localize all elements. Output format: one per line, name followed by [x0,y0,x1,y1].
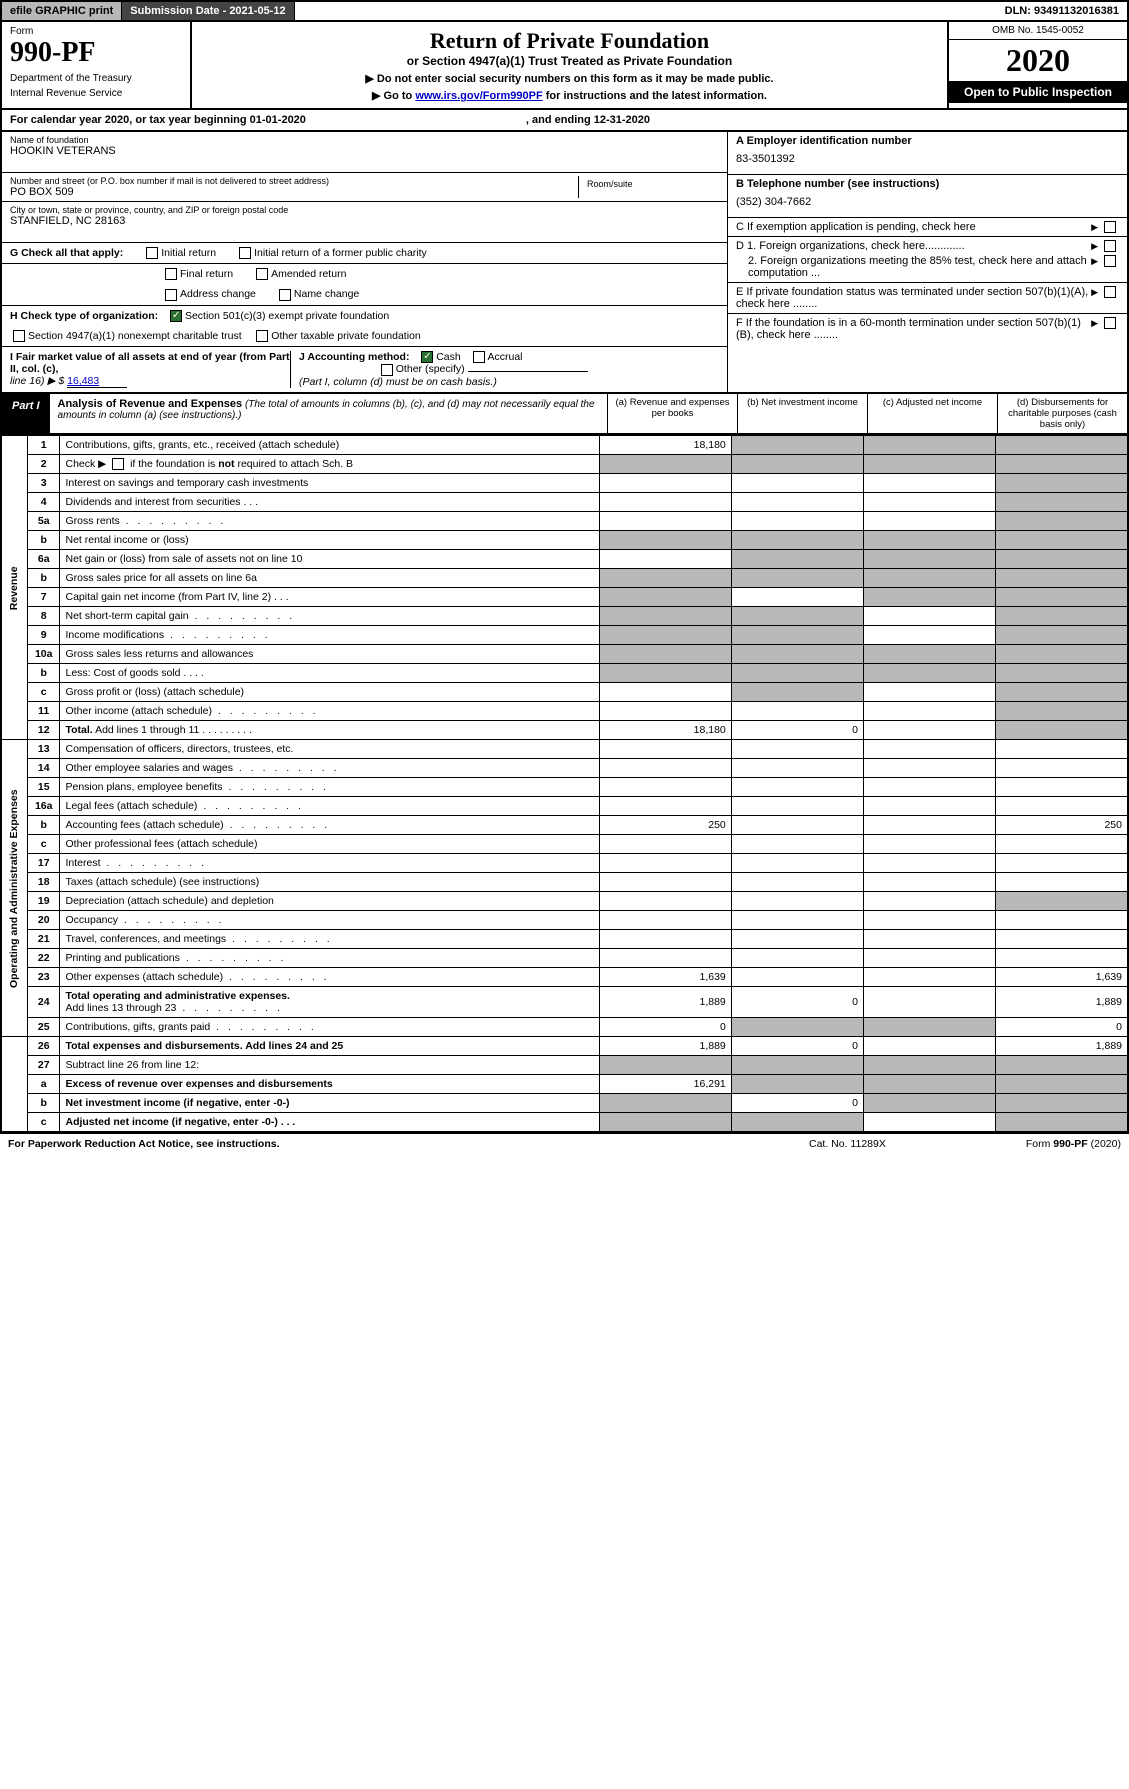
e-terminated: E If private foundation status was termi… [736,286,1091,310]
efile-label[interactable]: efile GRAPHIC print [2,2,122,20]
other-method-checkbox[interactable] [381,364,393,376]
revenue-side-label: Revenue [1,436,27,740]
form-number: 990-PF [10,37,182,69]
paperwork-notice: For Paperwork Reduction Act Notice, see … [8,1138,280,1150]
instructions-link-row: ▶ Go to www.irs.gov/Form990PF for instru… [198,89,941,102]
dln: DLN: 93491132016381 [997,2,1127,20]
accrual-checkbox[interactable] [473,351,485,363]
room-label: Room/suite [587,179,711,189]
d1-foreign: D 1. Foreign organizations, check here..… [736,240,1091,252]
d1-checkbox[interactable] [1104,240,1116,252]
form-header: Form 990-PF Department of the Treasury I… [0,22,1129,110]
h-row: H Check type of organization: Section 50… [2,306,727,326]
initial-public-checkbox[interactable] [239,247,251,259]
col-d-header: (d) Disbursements for charitable purpose… [997,394,1127,433]
ssn-warning: ▶ Do not enter social security numbers o… [198,72,941,85]
city-label: City or town, state or province, country… [10,205,719,215]
sch-b-checkbox[interactable] [112,458,124,470]
address-change-checkbox[interactable] [165,289,177,301]
omb-number: OMB No. 1545-0052 [949,22,1127,40]
d2-85pct: 2. Foreign organizations meeting the 85%… [748,255,1091,279]
instructions-link[interactable]: www.irs.gov/Form990PF [415,90,542,102]
fmv-value[interactable]: 16,483 [67,375,127,388]
expenses-side-label: Operating and Administrative Expenses [1,740,27,1037]
final-return-checkbox[interactable] [165,268,177,280]
form-subtitle: or Section 4947(a)(1) Trust Treated as P… [198,54,941,68]
irs-label: Internal Revenue Service [10,88,182,99]
foundation-name: HOOKIN VETERANS [10,145,719,157]
col-c-header: (c) Adjusted net income [867,394,997,433]
part-1-header: Part I Analysis of Revenue and Expenses … [0,394,1129,435]
part-1-label: Part I [2,394,50,433]
name-change-checkbox[interactable] [279,289,291,301]
calendar-year-row: For calendar year 2020, or tax year begi… [0,110,1129,132]
form-title: Return of Private Foundation [198,28,941,54]
e-checkbox[interactable] [1104,286,1116,298]
page-footer: For Paperwork Reduction Act Notice, see … [0,1133,1129,1154]
ein-value: 83-3501392 [736,147,1119,171]
revenue-expense-table: Revenue 1Contributions, gifts, grants, e… [0,435,1129,1133]
c-checkbox[interactable] [1104,221,1116,233]
cash-checkbox[interactable] [421,351,433,363]
dept-treasury: Department of the Treasury [10,73,182,84]
501c3-checkbox[interactable] [170,310,182,322]
name-label: Name of foundation [10,135,719,145]
amended-return-checkbox[interactable] [256,268,268,280]
initial-return-checkbox[interactable] [146,247,158,259]
f-checkbox[interactable] [1104,317,1116,329]
ein-label: A Employer identification number [736,135,912,147]
d2-checkbox[interactable] [1104,255,1116,267]
tax-year: 2020 [949,40,1127,81]
submission-date: Submission Date - 2021-05-12 [122,2,294,20]
g-row: G Check all that apply: Initial return I… [2,243,727,264]
org-info-block: Name of foundationHOOKIN VETERANS Number… [0,132,1129,394]
city-state-zip: STANFIELD, NC 28163 [10,215,719,227]
public-inspection: Open to Public Inspection [949,81,1127,103]
cash-basis-note: (Part I, column (d) must be on cash basi… [299,376,497,388]
f-60month: F If the foundation is in a 60-month ter… [736,317,1091,341]
street-address: PO BOX 509 [10,186,578,198]
form-word: Form [10,26,182,37]
top-bar: efile GRAPHIC print Submission Date - 20… [0,0,1129,22]
catalog-number: Cat. No. 11289X [809,1138,886,1150]
c-pending: C If exemption application is pending, c… [736,221,1091,233]
other-taxable-checkbox[interactable] [256,330,268,342]
4947-checkbox[interactable] [13,330,25,342]
phone-label: B Telephone number (see instructions) [736,178,939,190]
addr-label: Number and street (or P.O. box number if… [10,176,578,186]
i-label: I Fair market value of all assets at end… [10,351,290,375]
col-a-header: (a) Revenue and expenses per books [607,394,737,433]
phone-value: (352) 304-7662 [736,190,1119,214]
col-b-header: (b) Net investment income [737,394,867,433]
